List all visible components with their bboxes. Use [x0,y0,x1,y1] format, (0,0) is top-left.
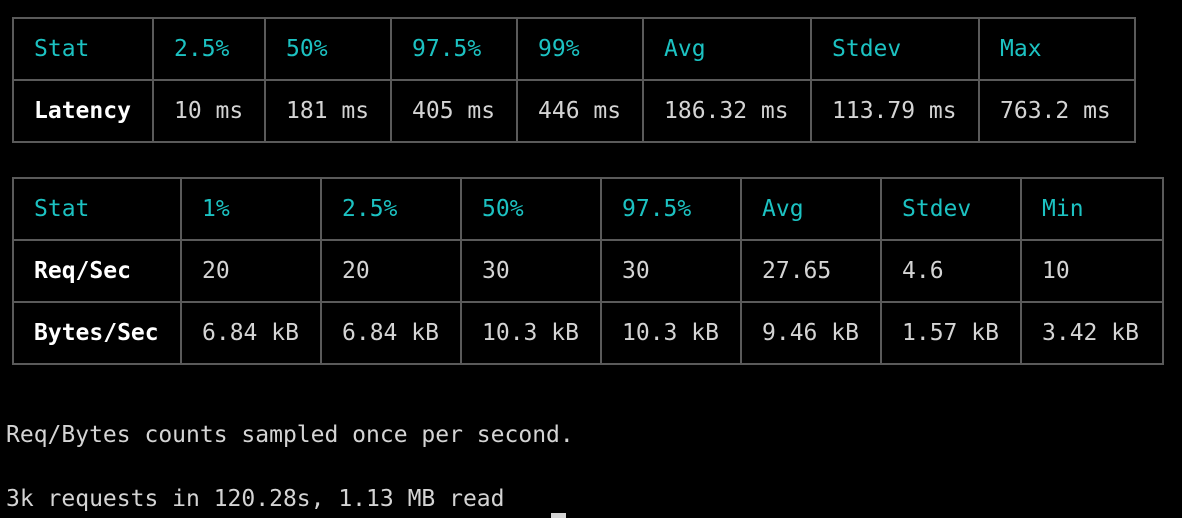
row-label-req-sec: Req/Sec [12,239,182,303]
value-cell: 10 [1020,239,1164,303]
table-row: Req/Sec 20 20 30 30 27.65 4.6 10 [12,239,1164,303]
header-cell: Stat [12,17,154,81]
header-cell: Min [1020,177,1164,241]
header-cell: Stdev [810,17,980,81]
value-cell: 113.79 ms [810,79,980,143]
value-cell: 30 [600,239,742,303]
row-label-bytes-sec: Bytes/Sec [12,301,182,365]
value-cell: 181 ms [264,79,392,143]
value-cell: 20 [320,239,462,303]
value-cell: 446 ms [516,79,644,143]
value-cell: 1.57 kB [880,301,1022,365]
header-cell: Max [978,17,1136,81]
value-cell: 405 ms [390,79,518,143]
header-cell: 99% [516,17,644,81]
row-label-latency: Latency [12,79,154,143]
run-summary: 3k requests in 120.28s, 1.13 MB read [6,486,505,512]
throughput-table: Stat 1% 2.5% 50% 97.5% Avg Stdev Min Req… [12,177,1164,365]
value-cell: 10.3 kB [600,301,742,365]
table-row: Bytes/Sec 6.84 kB 6.84 kB 10.3 kB 10.3 k… [12,301,1164,365]
latency-header-row: Stat 2.5% 50% 97.5% 99% Avg Stdev Max [12,17,1136,81]
header-cell: Avg [740,177,882,241]
value-cell: 186.32 ms [642,79,812,143]
header-cell: 1% [180,177,322,241]
latency-table: Stat 2.5% 50% 97.5% 99% Avg Stdev Max La… [12,17,1136,143]
value-cell: 30 [460,239,602,303]
header-cell: 2.5% [152,17,266,81]
value-cell: 6.84 kB [320,301,462,365]
value-cell: 763.2 ms [978,79,1136,143]
value-cell: 20 [180,239,322,303]
table-row: Latency 10 ms 181 ms 405 ms 446 ms 186.3… [12,79,1136,143]
value-cell: 4.6 [880,239,1022,303]
value-cell: 9.46 kB [740,301,882,365]
sampling-note: Req/Bytes counts sampled once per second… [6,422,574,448]
header-cell: Stdev [880,177,1022,241]
terminal-cursor [551,513,566,518]
header-cell: Stat [12,177,182,241]
value-cell: 10 ms [152,79,266,143]
header-cell: Avg [642,17,812,81]
header-cell: 97.5% [600,177,742,241]
header-cell: 50% [264,17,392,81]
header-cell: 2.5% [320,177,462,241]
header-cell: 97.5% [390,17,518,81]
value-cell: 10.3 kB [460,301,602,365]
value-cell: 6.84 kB [180,301,322,365]
throughput-header-row: Stat 1% 2.5% 50% 97.5% Avg Stdev Min [12,177,1164,241]
value-cell: 3.42 kB [1020,301,1164,365]
header-cell: 50% [460,177,602,241]
value-cell: 27.65 [740,239,882,303]
